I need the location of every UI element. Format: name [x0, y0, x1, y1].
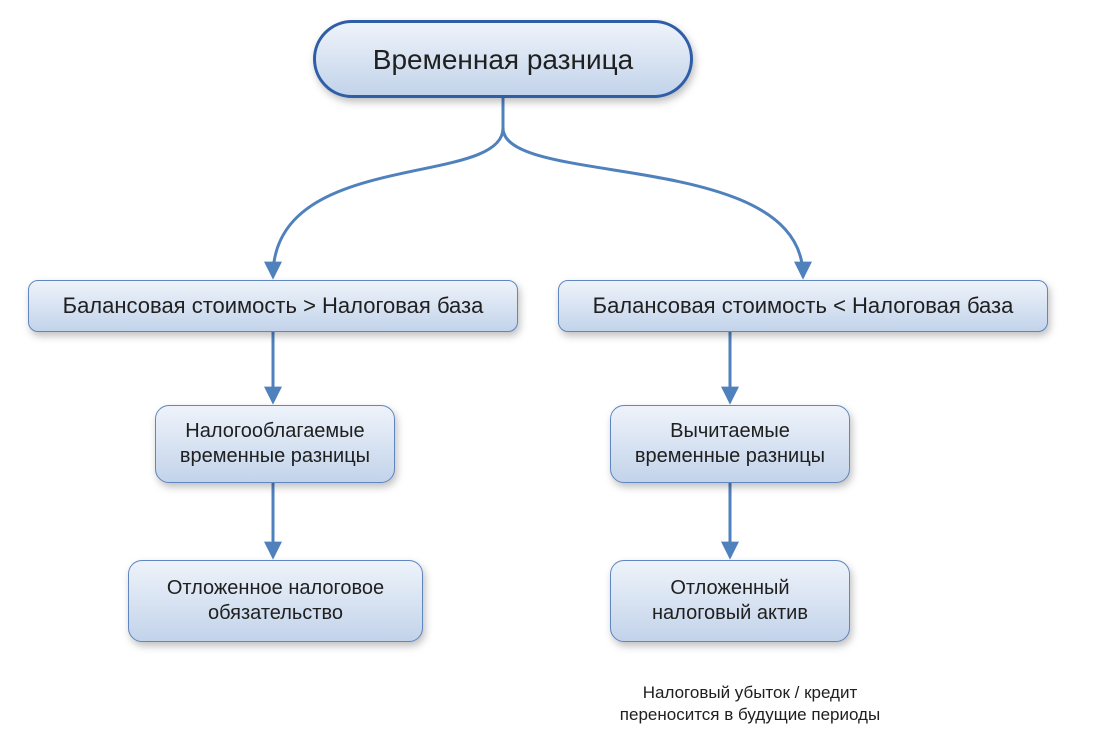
- node-root: Временная разница: [313, 20, 693, 98]
- node-deductible-differences-label: Вычитаемые временные разницы: [635, 419, 825, 469]
- node-deferred-tax-asset: Отложенный налоговый актив: [610, 560, 850, 642]
- node-right-condition: Балансовая стоимость < Налоговая база: [558, 280, 1048, 332]
- node-deferred-tax-liability-label: Отложенное налоговое обязательство: [167, 576, 384, 626]
- node-left-condition: Балансовая стоимость > Налоговая база: [28, 280, 518, 332]
- node-deferred-tax-liability: Отложенное налоговое обязательство: [128, 560, 423, 642]
- node-taxable-differences: Налогооблагаемые временные разницы: [155, 405, 395, 483]
- node-deductible-differences: Вычитаемые временные разницы: [610, 405, 850, 483]
- node-root-label: Временная разница: [373, 42, 633, 77]
- node-taxable-differences-label: Налогооблагаемые временные разницы: [180, 419, 370, 469]
- caption-loss-carryforward: Налоговый убыток / кредит переносится в …: [595, 660, 905, 726]
- node-deferred-tax-asset-label: Отложенный налоговый актив: [652, 576, 808, 626]
- node-right-condition-label: Балансовая стоимость < Налоговая база: [593, 292, 1014, 320]
- node-left-condition-label: Балансовая стоимость > Налоговая база: [63, 292, 484, 320]
- caption-text: Налоговый убыток / кредит переносится в …: [620, 683, 880, 724]
